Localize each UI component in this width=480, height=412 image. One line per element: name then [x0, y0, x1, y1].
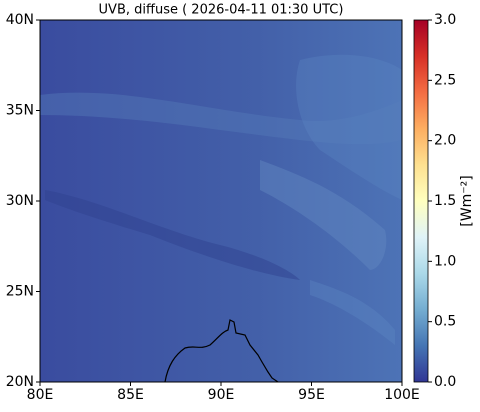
- colorbar-label: [Wm⁻²]: [459, 175, 475, 226]
- cloud-band: [310, 280, 395, 345]
- cloud-band: [45, 190, 300, 280]
- colorbar-tick-label: 2.0: [434, 133, 456, 149]
- colorbar-tick-label: 2.5: [434, 72, 456, 88]
- y-tick-label: 40N: [6, 12, 34, 28]
- y-tick-label: 30N: [6, 193, 34, 209]
- colorbar-tick-label: 0.5: [434, 314, 456, 330]
- coastline: [164, 319, 279, 383]
- colorbar-tick-label: 1.0: [434, 253, 456, 269]
- colorbar-tick-label: 1.5: [434, 193, 456, 209]
- map-image: [39, 19, 403, 383]
- cloud-band: [40, 92, 402, 145]
- cloud-band: [260, 160, 387, 270]
- cloud-band: [296, 54, 402, 200]
- colorbar-tick-label: 0.0: [434, 374, 456, 390]
- x-tick-label: 90E: [208, 387, 235, 403]
- x-tick-label: 85E: [117, 387, 144, 403]
- y-tick-label: 25N: [6, 284, 34, 300]
- y-tick-label: 20N: [6, 374, 34, 390]
- x-tick-label: 100E: [384, 387, 420, 403]
- x-tick-label: 80E: [27, 387, 54, 403]
- title: UVB, diffuse ( 2026-04-11 01:30 UTC): [99, 3, 344, 18]
- colorbar-tick-label: 3.0: [434, 12, 456, 28]
- colorbar: [413, 19, 429, 383]
- x-tick-label: 95E: [298, 387, 325, 403]
- y-tick-label: 35N: [6, 103, 34, 119]
